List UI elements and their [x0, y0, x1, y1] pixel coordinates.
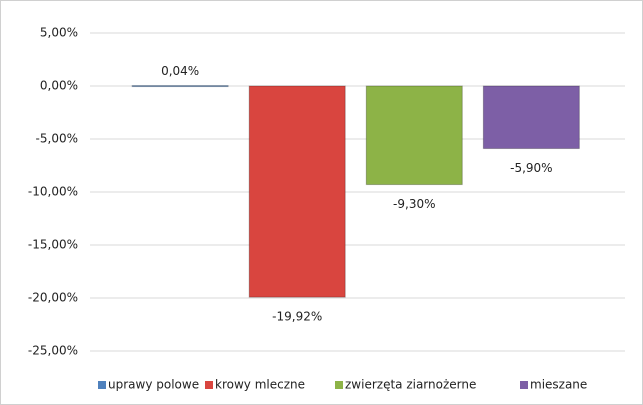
bar — [248, 85, 346, 298]
value-label: -19,92% — [272, 310, 322, 324]
y-tick-label: 5,00% — [40, 26, 78, 40]
legend-swatch — [520, 381, 528, 389]
legend-swatch — [205, 381, 213, 389]
value-label: -9,30% — [393, 197, 435, 211]
y-tick-label: -25,00% — [28, 344, 78, 358]
bar — [365, 85, 463, 186]
legend-swatch — [98, 381, 106, 389]
bar — [482, 85, 580, 150]
legend-label: krowy mleczne — [215, 378, 305, 392]
bar — [131, 85, 229, 88]
legend-swatch — [335, 381, 343, 389]
value-label: -5,90% — [510, 161, 552, 175]
y-tick-label: -15,00% — [28, 238, 78, 252]
y-tick-label: 0,00% — [40, 79, 78, 93]
legend-label: zwierzęta ziarnożerne — [345, 378, 476, 392]
y-tick-label: -20,00% — [28, 291, 78, 305]
value-label: 0,04% — [161, 64, 199, 78]
y-tick-label: -10,00% — [28, 185, 78, 199]
legend-label: uprawy polowe — [108, 378, 199, 392]
y-tick-label: -5,00% — [36, 132, 78, 146]
legend-label: mieszane — [530, 378, 587, 392]
